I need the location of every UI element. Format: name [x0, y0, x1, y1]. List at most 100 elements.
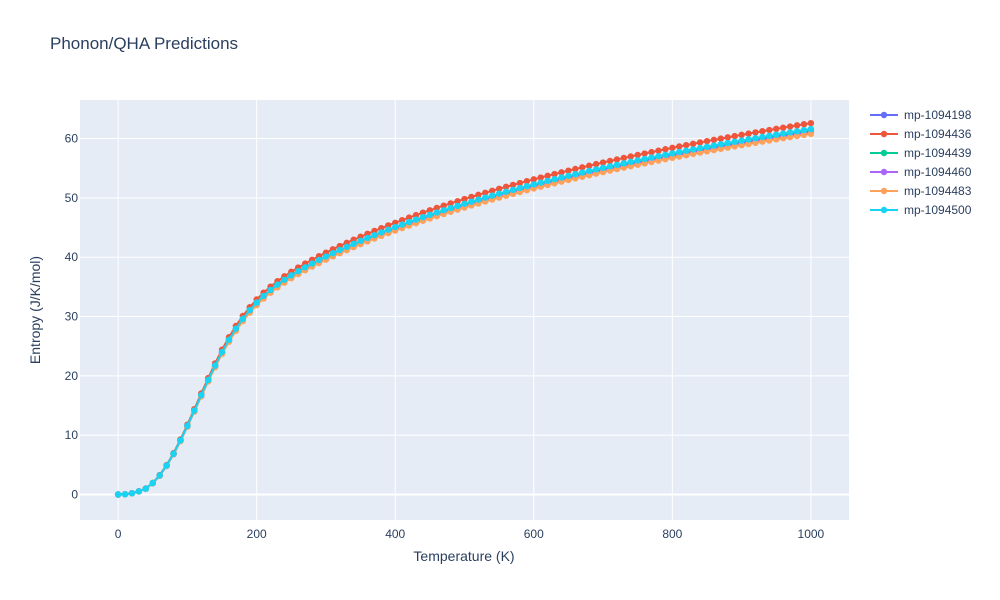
- data-point: [544, 177, 551, 185]
- data-point: [800, 121, 808, 128]
- data-point: [502, 188, 510, 195]
- data-point: [371, 231, 378, 239]
- legend-label: mp-1094483: [904, 184, 972, 198]
- data-point: [773, 136, 780, 143]
- legend-item[interactable]: mp-1094460: [870, 165, 972, 179]
- data-point: [475, 196, 482, 203]
- data-point: [565, 172, 572, 180]
- legend-item[interactable]: mp-1094198: [870, 108, 972, 122]
- data-point: [551, 170, 558, 178]
- data-point: [669, 154, 676, 162]
- legend-item[interactable]: mp-1094439: [870, 146, 972, 160]
- data-point: [516, 184, 524, 192]
- data-point: [565, 167, 572, 174]
- data-point: [786, 129, 794, 136]
- data-point: [579, 164, 586, 171]
- y-axis-label: Entropy (J/K/mol): [27, 256, 43, 364]
- data-point: [253, 299, 260, 306]
- data-point: [419, 209, 427, 216]
- data-point: [516, 179, 524, 187]
- data-point: [482, 189, 489, 196]
- data-point: [509, 186, 517, 194]
- data-point: [482, 194, 489, 201]
- y-tick-label: 20: [65, 369, 79, 383]
- data-point: [717, 141, 725, 148]
- legend-label: mp-1094436: [904, 127, 972, 141]
- data-point: [766, 126, 773, 134]
- data-point: [447, 204, 454, 212]
- data-point: [689, 150, 697, 158]
- y-tick-label: 10: [65, 428, 79, 442]
- data-point: [204, 376, 212, 384]
- data-point: [315, 256, 323, 264]
- data-point: [703, 143, 711, 151]
- chart-title: Phonon/QHA Predictions: [50, 34, 239, 53]
- data-point: [752, 134, 759, 142]
- data-point: [752, 129, 759, 136]
- data-point: [773, 131, 780, 138]
- data-point: [779, 130, 787, 137]
- data-point: [426, 207, 434, 214]
- data-point: [509, 181, 517, 189]
- data-point: [773, 125, 780, 133]
- data-point: [592, 160, 600, 168]
- y-tick-label: 0: [71, 487, 78, 501]
- data-point: [551, 175, 558, 183]
- data-point: [364, 234, 371, 242]
- data-point: [662, 155, 669, 163]
- data-point: [468, 198, 475, 205]
- data-point: [745, 136, 752, 143]
- data-point: [717, 145, 725, 153]
- data-point: [177, 437, 184, 444]
- data-point: [350, 240, 357, 248]
- data-point: [689, 140, 697, 148]
- x-tick-label: 200: [247, 527, 267, 541]
- legend-item[interactable]: mp-1094436: [870, 127, 972, 141]
- data-point: [274, 281, 281, 288]
- data-point: [793, 128, 801, 135]
- data-point: [322, 253, 330, 260]
- legend-item[interactable]: mp-1094483: [870, 184, 972, 198]
- data-point: [537, 179, 544, 186]
- data-point: [454, 198, 461, 205]
- data-point: [530, 176, 537, 183]
- data-point: [586, 162, 593, 169]
- data-point: [759, 133, 766, 141]
- data-point: [696, 149, 704, 156]
- data-point: [156, 472, 163, 479]
- data-point: [779, 124, 787, 131]
- data-point: [759, 128, 766, 135]
- data-point: [696, 139, 704, 146]
- data-point: [800, 131, 808, 139]
- data-point: [786, 133, 794, 141]
- y-tick-label: 40: [65, 250, 79, 264]
- data-point: [807, 130, 815, 138]
- data-point: [544, 172, 551, 180]
- data-point: [676, 148, 683, 156]
- data-point: [586, 167, 593, 175]
- data-point: [620, 154, 628, 162]
- data-point: [260, 292, 267, 300]
- data-point: [475, 191, 482, 199]
- data-point: [343, 243, 350, 251]
- data-point: [606, 157, 614, 165]
- data-point: [184, 422, 191, 429]
- data-point: [405, 214, 413, 221]
- data-point: [198, 391, 205, 399]
- legend-item[interactable]: mp-1094500: [870, 203, 972, 217]
- data-point: [703, 148, 711, 155]
- data-point: [752, 139, 759, 147]
- x-tick-label: 1000: [798, 527, 825, 541]
- data-point: [669, 150, 676, 157]
- data-point: [191, 407, 198, 414]
- data-point: [627, 158, 634, 166]
- x-tick-label: 400: [385, 527, 405, 541]
- legend-swatch-marker: [880, 130, 888, 138]
- data-point: [412, 216, 420, 223]
- data-point: [710, 136, 718, 144]
- data-point: [724, 144, 731, 151]
- data-point: [461, 195, 468, 203]
- data-point: [572, 165, 579, 173]
- data-point: [121, 491, 129, 498]
